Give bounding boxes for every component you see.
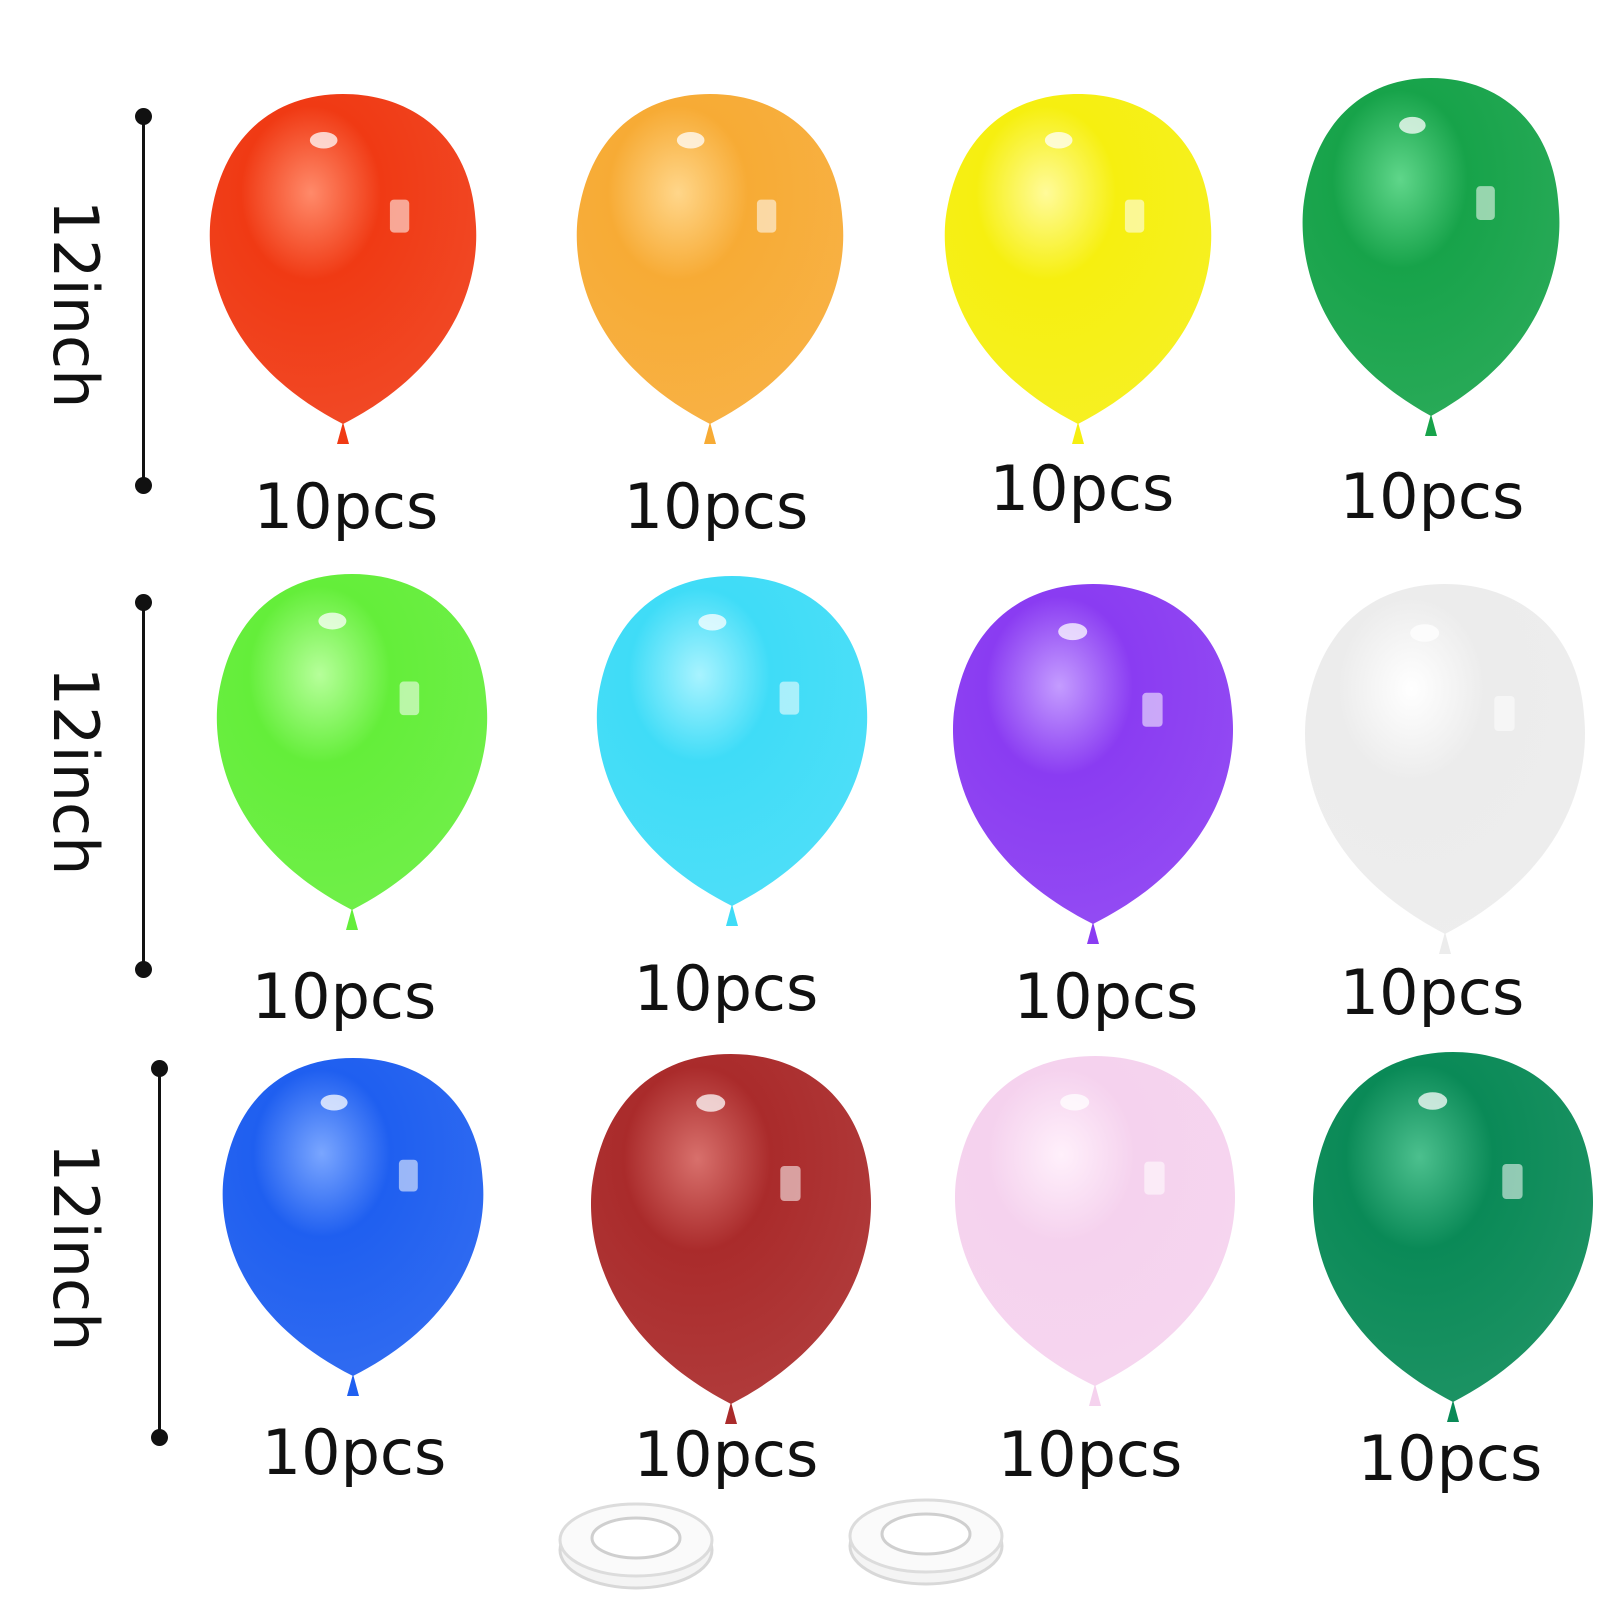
balloon-body	[596, 576, 868, 906]
balloon-knot	[337, 422, 349, 444]
balloon-shine	[318, 612, 347, 630]
size-label-row-2: 12inch	[39, 666, 112, 876]
quantity-label: 10pcs	[623, 470, 809, 543]
balloon-orange	[572, 94, 848, 448]
balloon-yellow	[940, 94, 1216, 448]
balloon-body	[222, 1058, 484, 1376]
balloon-shine	[1494, 696, 1515, 731]
balloon-knot	[1089, 1384, 1101, 1406]
balloon-body	[1312, 1052, 1594, 1402]
balloon-shine	[1142, 692, 1163, 727]
balloon-shine	[1044, 131, 1073, 149]
quantity-label: 10pcs	[633, 1418, 819, 1491]
quantity-label: 10pcs	[1013, 960, 1199, 1033]
balloon-shine	[1476, 186, 1495, 220]
balloon-dark-green	[1308, 1052, 1598, 1426]
balloon-knot	[346, 908, 358, 930]
balloon-knot	[725, 1402, 737, 1424]
quantity-label: 10pcs	[997, 1418, 1183, 1491]
balloon-knot	[1425, 414, 1437, 436]
balloon-shine	[780, 1166, 801, 1201]
balloon-shine	[389, 199, 410, 233]
balloon-knot	[347, 1374, 359, 1396]
balloon-shine	[779, 681, 800, 715]
balloon-shine	[1124, 199, 1145, 233]
quantity-label: 10pcs	[253, 470, 439, 543]
balloon-shine	[1144, 1161, 1165, 1195]
quantity-label: 10pcs	[1339, 956, 1525, 1029]
balloon-knot	[726, 904, 738, 926]
balloon-burgundy	[586, 1054, 876, 1428]
balloon-lime	[212, 574, 492, 934]
balloon-body	[209, 94, 477, 424]
balloon-purple	[948, 584, 1238, 948]
balloon-body	[952, 584, 1234, 924]
quantity-label: 10pcs	[251, 960, 437, 1033]
balloon-body	[1304, 584, 1586, 934]
quantity-label: 10pcs	[261, 1416, 447, 1489]
balloon-knot	[1072, 422, 1084, 444]
balloon-blue	[218, 1058, 488, 1400]
balloon-shine	[399, 681, 420, 716]
balloon-knot	[1439, 932, 1451, 954]
balloon-shine	[1058, 623, 1088, 641]
balloon-red	[205, 94, 481, 448]
size-bar-row-2	[128, 594, 158, 978]
balloon-shine	[698, 613, 727, 631]
balloon-shine	[676, 131, 705, 149]
balloon-shine	[696, 1094, 726, 1112]
balloon-knot	[1087, 922, 1099, 944]
size-label-row-1: 12inch	[39, 199, 112, 409]
balloon-body	[576, 94, 844, 424]
ribbon-spool	[846, 1496, 1006, 1590]
balloon-shine	[1060, 1093, 1090, 1111]
balloon-shine	[1418, 1092, 1448, 1110]
balloon-shine	[756, 199, 777, 233]
balloon-white	[1300, 584, 1590, 958]
balloon-shine	[320, 1094, 348, 1111]
balloon-body	[1302, 77, 1560, 416]
balloon-sky-blue	[592, 576, 872, 930]
quantity-label: 10pcs	[1339, 460, 1525, 533]
spool-hole	[880, 1512, 972, 1556]
ribbon-spool	[556, 1500, 716, 1594]
balloon-knot	[704, 422, 716, 444]
balloon-body	[944, 94, 1212, 424]
balloon-shine	[1502, 1164, 1523, 1199]
size-bar-row-3	[144, 1060, 174, 1446]
size-bar-row-1	[128, 108, 158, 494]
quantity-label: 10pcs	[989, 452, 1175, 525]
balloon-shine	[309, 131, 338, 149]
quantity-label: 10pcs	[633, 952, 819, 1025]
balloon-body	[590, 1054, 872, 1404]
balloon-knot	[1447, 1400, 1459, 1422]
balloon-shine	[398, 1159, 418, 1192]
spool-hole	[590, 1516, 682, 1560]
balloon-green	[1298, 77, 1564, 440]
size-label-row-3: 12inch	[39, 1142, 112, 1352]
balloon-body	[216, 574, 488, 910]
quantity-label: 10pcs	[1357, 1422, 1543, 1495]
balloon-shine	[1399, 116, 1426, 134]
balloon-shine	[1410, 624, 1440, 642]
balloon-body	[954, 1056, 1236, 1386]
balloon-pink	[950, 1056, 1240, 1410]
